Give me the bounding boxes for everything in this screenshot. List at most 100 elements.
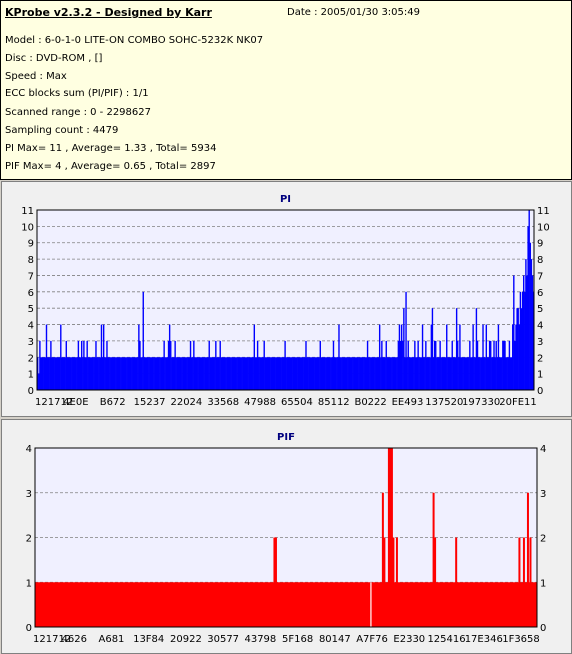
pi-bar [498,357,501,390]
pi-bar [184,357,186,390]
pi-bar [409,357,412,390]
pi-bar [473,357,475,390]
pi-bar [229,357,231,390]
pi-bar [236,357,238,390]
pi-bar [127,357,129,390]
pi-xtick-label: 65504 [281,397,313,408]
pi-ytick-left-label: 6 [28,288,34,299]
pi-chart-panel: PI 0 0 1 1 2 2 3 3 4 4 5 5 6 6 7 7 8 8 9 9 10 10 11 11 121712 4E0E… [1,181,572,417]
pi-bar [109,357,111,390]
pi-bar [323,357,326,390]
pi-bar [233,357,236,390]
pi-bar [220,357,223,390]
pi-bar [358,357,360,390]
pif-spike [432,492,435,627]
pi-bar [482,324,484,390]
pi-bar [391,357,393,390]
pi-bar [89,357,92,390]
pi-bar [395,357,397,390]
pi-bar [305,340,307,390]
pi-bar [293,357,295,390]
pif-xtick-label: 1F3658 [502,634,540,645]
pi-bar [373,357,375,390]
pi-bar [336,357,338,390]
pi-bar [526,275,528,390]
pi-bar [422,357,425,390]
pi-bar [140,357,142,390]
pi-bar [185,357,187,390]
pi-bar [190,357,193,390]
pi-bar [322,357,325,390]
info-panel: KProbe v2.3.2 - Designed by Karr Date : … [0,0,572,180]
pi-bar [270,357,272,390]
pif-ytick-left-label: 3 [26,489,32,500]
pi-bar [277,357,280,390]
pi-bar [63,357,65,390]
pi-bar [300,357,303,390]
pi-bar [419,357,422,390]
pi-bar [52,357,54,390]
pi-bar [450,357,452,390]
pi-bar [217,357,219,390]
pi-bar [50,340,52,390]
pi-bar [161,357,163,390]
pi-ytick-right-label: 10 [537,222,550,233]
pi-bar [317,357,319,390]
pi-bar [328,357,330,390]
pi-bar [431,308,434,390]
pi-bar [347,357,349,390]
pi-bar [355,357,358,390]
pi-bar [62,357,64,390]
pi-ytick-left-label: 2 [28,353,34,364]
pi-bar [342,357,345,390]
pi-bar [56,357,59,390]
pi-bar [514,340,516,390]
pi-ytick-left-label: 7 [28,271,34,282]
pi-bar [352,357,354,390]
pi-bar [261,357,263,390]
pi-bar [380,357,382,390]
pi-bar [192,357,194,390]
pi-bar [80,340,83,390]
pi-bar [432,357,435,390]
pi-bar [402,340,404,390]
pi-bar [351,357,353,390]
pi-bar [366,340,369,390]
pi-bar [519,291,522,390]
pi-bar [513,275,515,390]
pi-bar [386,357,389,390]
pi-bar [64,357,66,390]
pi-bar [296,357,298,390]
pi-bar [435,340,437,390]
pi-bar [369,357,371,390]
pi-bar [242,357,245,390]
pi-bar [516,308,518,390]
pif-spike [381,492,384,627]
pi-ytick-left-label: 4 [28,321,34,332]
pi-bar [475,308,478,390]
pi-bar [471,357,473,390]
pi-bar [365,357,368,390]
pi-bar [86,340,88,390]
pi-bar [198,357,201,390]
pi-bar [85,357,87,390]
pi-bar [376,357,379,390]
pi-bar [226,357,228,390]
pi-bar [520,308,523,390]
pi-xtick-label: 22024 [170,397,202,408]
pi-bar [418,357,420,390]
pi-bar [356,357,359,390]
pi-bar [362,357,364,390]
pif-spike [389,448,392,627]
pi-bar [77,340,80,390]
pi-bar [472,324,474,390]
pi-bar [193,340,195,390]
pi-bar [428,357,430,390]
pi-bar [118,357,120,390]
pi-bar [149,357,151,390]
pi-bar [264,357,267,390]
pi-bar [392,357,394,390]
pi-bar [112,357,115,390]
pi-bar [285,357,287,390]
pi-bar [194,357,196,390]
